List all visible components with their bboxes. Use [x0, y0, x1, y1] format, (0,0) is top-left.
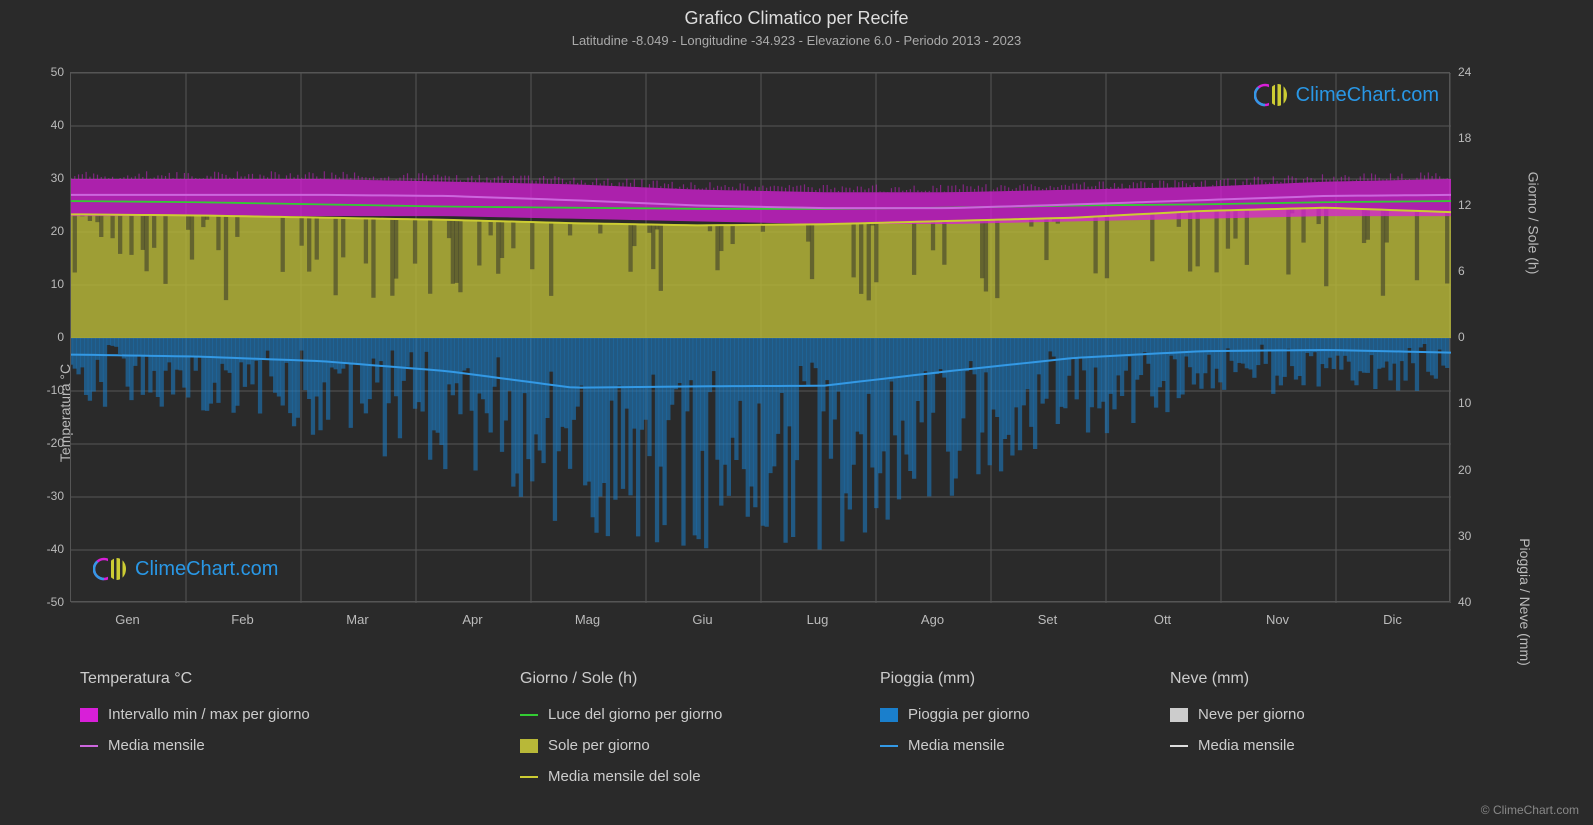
legend-swatch: [1170, 745, 1188, 747]
xtick-month: Ott: [1154, 612, 1171, 627]
xtick-month: Gen: [115, 612, 140, 627]
ytick-right: 6: [1458, 264, 1498, 278]
legend-label: Neve per giorno: [1198, 706, 1305, 723]
brand-logo-top: ClimeChart.com: [1254, 81, 1439, 109]
ytick-left: -10: [24, 383, 64, 397]
legend-swatch: [520, 714, 538, 716]
legend-header: Temperatura °C: [80, 670, 310, 688]
ytick-right: 20: [1458, 463, 1498, 477]
ytick-right: 0: [1458, 330, 1498, 344]
xtick-month: Giu: [692, 612, 712, 627]
y-axis-right-bot-label: Pioggia / Neve (mm): [1517, 538, 1533, 666]
legend-swatch: [1170, 708, 1188, 722]
xtick-month: Mag: [575, 612, 600, 627]
legend-item: Media mensile: [880, 737, 1030, 754]
legend-label: Media mensile: [108, 737, 205, 754]
brand-text: ClimeChart.com: [1296, 84, 1439, 107]
legend-swatch: [880, 745, 898, 747]
legend-label: Media mensile del sole: [548, 768, 701, 785]
ytick-right: 10: [1458, 396, 1498, 410]
ytick-right: 12: [1458, 198, 1498, 212]
ytick-left: 0: [24, 330, 64, 344]
legend-column: Temperatura °C Intervallo min / max per g…: [80, 670, 310, 754]
logo-icon: [93, 555, 129, 583]
y-axis-right-top-label: Giorno / Sole (h): [1526, 171, 1542, 274]
legend-label: Media mensile: [908, 737, 1005, 754]
legend-swatch: [80, 708, 98, 722]
ytick-left: 50: [24, 65, 64, 79]
legend-item: Neve per giorno: [1170, 706, 1305, 723]
legend-item: Media mensile: [80, 737, 310, 754]
legend-column: Neve (mm) Neve per giorno Media mensile: [1170, 670, 1305, 754]
xtick-month: Nov: [1266, 612, 1289, 627]
legend-column: Giorno / Sole (h) Luce del giorno per gio…: [520, 670, 722, 785]
ytick-left: 10: [24, 277, 64, 291]
xtick-month: Mar: [346, 612, 368, 627]
legend-label: Luce del giorno per giorno: [548, 706, 722, 723]
legend-header: Neve (mm): [1170, 670, 1305, 688]
copyright: © ClimeChart.com: [1481, 803, 1579, 817]
ytick-right: 30: [1458, 529, 1498, 543]
ytick-left: -30: [24, 489, 64, 503]
chart-subtitle: Latitudine -8.049 - Longitudine -34.923 …: [0, 29, 1593, 48]
legend-item: Sole per giorno: [520, 737, 722, 754]
legend-label: Pioggia per giorno: [908, 706, 1030, 723]
legend-swatch: [880, 708, 898, 722]
ytick-left: 40: [24, 118, 64, 132]
ytick-right: 40: [1458, 595, 1498, 609]
ytick-left: 20: [24, 224, 64, 238]
legend-label: Media mensile: [1198, 737, 1295, 754]
xtick-month: Ago: [921, 612, 944, 627]
legend-swatch: [80, 745, 98, 747]
xtick-month: Feb: [231, 612, 253, 627]
legend-item: Intervallo min / max per giorno: [80, 706, 310, 723]
legend-item: Pioggia per giorno: [880, 706, 1030, 723]
brand-logo-bottom: ClimeChart.com: [93, 555, 278, 583]
xtick-month: Dic: [1383, 612, 1402, 627]
legend-header: Pioggia (mm): [880, 670, 1030, 688]
ytick-left: -40: [24, 542, 64, 556]
legend-header: Giorno / Sole (h): [520, 670, 722, 688]
legend-swatch: [520, 776, 538, 778]
xtick-month: Apr: [462, 612, 482, 627]
legend-label: Sole per giorno: [548, 737, 650, 754]
ytick-right: 24: [1458, 65, 1498, 79]
brand-text: ClimeChart.com: [135, 558, 278, 581]
ytick-left: -20: [24, 436, 64, 450]
xtick-month: Lug: [807, 612, 829, 627]
ytick-left: 30: [24, 171, 64, 185]
plot-svg: [71, 73, 1451, 603]
xtick-month: Set: [1038, 612, 1058, 627]
chart-title: Grafico Climatico per Recife: [0, 0, 1593, 29]
legend-item: Media mensile del sole: [520, 768, 722, 785]
legend-label: Intervallo min / max per giorno: [108, 706, 310, 723]
legend-item: Media mensile: [1170, 737, 1305, 754]
logo-icon: [1254, 81, 1290, 109]
climate-chart-container: Grafico Climatico per Recife Latitudine …: [0, 0, 1593, 825]
ytick-left: -50: [24, 595, 64, 609]
chart-area: ClimeChart.com ClimeChart.com -50-40-30-…: [70, 72, 1450, 632]
ytick-right: 18: [1458, 131, 1498, 145]
legend-swatch: [520, 739, 538, 753]
legend-column: Pioggia (mm) Pioggia per giorno Media mens…: [880, 670, 1030, 754]
plot-area: ClimeChart.com ClimeChart.com: [70, 72, 1450, 602]
legend-item: Luce del giorno per giorno: [520, 706, 722, 723]
